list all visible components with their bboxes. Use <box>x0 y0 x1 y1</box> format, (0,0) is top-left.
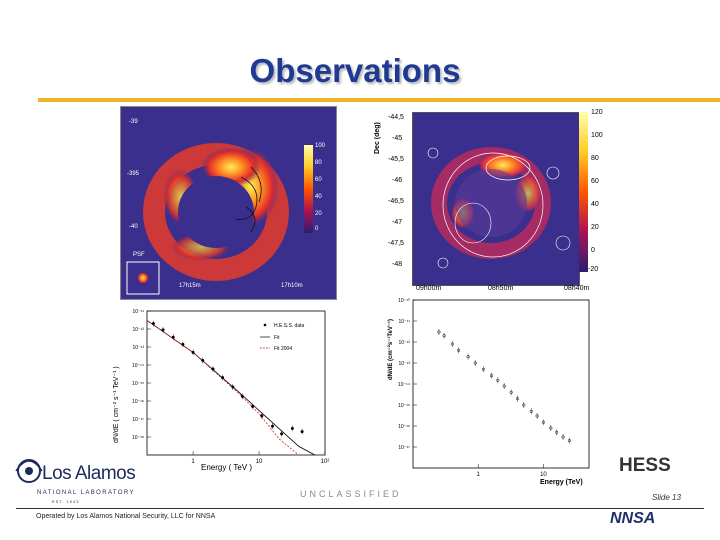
colorbar-label: 20 <box>591 224 599 231</box>
los-alamos-logo-icon <box>15 459 43 483</box>
x-tick-labels: 1 10 10² <box>191 451 329 465</box>
ytick: -45 <box>392 135 403 142</box>
slide-number: Slide 13 <box>652 493 681 502</box>
y-tick-labels: 10⁻¹⁰ 10⁻¹¹ 10⁻¹² 10⁻¹³ 10⁻¹⁴ 10⁻¹⁵ 10⁻¹⁶ 10⁻¹⁷ <box>398 298 417 451</box>
rxj1713-skymap: -39 -395 -40 17h15m 17h10m PSF 100 80 60… <box>120 106 337 300</box>
y-axis-label: dN/dE ( cm⁻² s⁻¹ TeV⁻¹ ) <box>113 366 120 443</box>
psf-label: PSF <box>133 252 145 258</box>
x-axis-label: Energy ( TeV ) <box>201 463 252 472</box>
colorbar-label: 120 <box>591 109 603 116</box>
legend-marker <box>263 323 267 327</box>
legend-label: Fit <box>274 335 280 341</box>
ytick: -44,5 <box>388 114 404 121</box>
psf-box <box>126 261 160 295</box>
fit-line <box>146 320 315 456</box>
y-tick-label: 10⁻¹⁴ <box>132 363 144 369</box>
y-tick-label: 10⁻¹⁸ <box>132 435 144 441</box>
colorbar-label: 0 <box>315 226 319 232</box>
xtick: 17h10m <box>281 283 303 289</box>
legend-label: Fit 2004 <box>274 346 292 352</box>
psf-spot <box>137 272 149 284</box>
xtick: 09h00m <box>416 285 442 292</box>
y-tick-label: 10⁻¹² <box>398 340 410 346</box>
hess-label: HESS <box>619 455 671 476</box>
xtick: 08h40m <box>564 285 590 292</box>
slide-number-value: 13 <box>672 493 681 502</box>
colorbar-label: 100 <box>591 132 603 139</box>
colorbar-label: 80 <box>591 155 599 162</box>
ytick: -46,5 <box>388 198 404 205</box>
colorbar <box>304 145 313 233</box>
y-tick-label: 10⁻¹⁴ <box>398 382 410 388</box>
spectrum-plot-left: 10⁻¹¹ 10⁻¹² 10⁻¹³ 10⁻¹⁴ 10⁻¹⁵ 10⁻¹⁶ 10⁻¹⁷ 10⁻¹⁸… <box>113 305 330 475</box>
colorbar-label: 60 <box>591 178 599 185</box>
ytick: -47 <box>392 219 403 226</box>
nnsa-logo: NNSA <box>610 510 656 527</box>
logo-subtitle: NATIONAL LABORATORY <box>37 490 135 496</box>
spectrum-right-svg: 10⁻¹⁰ 10⁻¹¹ 10⁻¹² 10⁻¹³ 10⁻¹⁴ 10⁻¹⁵ 10⁻¹⁶ 10⁻¹⁷… <box>398 298 590 478</box>
x-tick-label: 10² <box>321 459 330 465</box>
ytick: -40 <box>129 224 138 230</box>
x-tick-label: 1 <box>477 472 481 478</box>
plot-frame <box>412 299 590 469</box>
x-tick-labels: 1 10 <box>477 464 547 478</box>
y-tick-label: 10⁻¹⁵ <box>132 381 144 387</box>
velajr-skymap: Dec (deg) -44,5 - <box>374 106 610 292</box>
x-axis-label: Energy (TeV) <box>540 479 583 486</box>
y-tick-label: 10⁻¹¹ <box>398 319 410 325</box>
ytick: -48 <box>392 261 403 268</box>
y-axis-label: dN/dE (cm⁻²s⁻¹TeV⁻¹) <box>388 318 394 380</box>
y-tick-label: 10⁻¹⁶ <box>398 424 410 430</box>
colorbar-label: 100 <box>315 143 326 149</box>
title-underline <box>38 98 720 102</box>
x-tick-label: 1 <box>191 459 195 465</box>
legend-label: H.E.S.S. data <box>274 323 305 329</box>
data-points <box>437 328 571 444</box>
ytick: -47,5 <box>388 240 404 247</box>
shell-emission <box>143 143 289 281</box>
ytick: -45,5 <box>388 156 404 163</box>
slide-number-label: Slide <box>652 493 670 502</box>
y-tick-labels: 10⁻¹¹ 10⁻¹² 10⁻¹³ 10⁻¹⁴ 10⁻¹⁵ 10⁻¹⁶ 10⁻¹⁷ 10⁻¹⁸ <box>132 309 151 441</box>
page-title: Observations <box>249 52 461 89</box>
y-tick-label: 10⁻¹⁵ <box>398 403 410 409</box>
y-tick-label: 10⁻¹³ <box>398 361 410 367</box>
operated-by-text: Operated by Los Alamos National Security… <box>36 513 216 520</box>
data-points <box>151 320 304 437</box>
y-tick-label: 10⁻¹³ <box>132 345 144 351</box>
colorbar-label: 60 <box>315 177 322 183</box>
legend: H.E.S.S. data Fit Fit 2004 <box>260 323 305 352</box>
spectrum-plot-right: 10⁻¹⁰ 10⁻¹¹ 10⁻¹² 10⁻¹³ 10⁻¹⁴ 10⁻¹⁵ 10⁻¹⁶ 10⁻¹⁷… <box>385 296 595 486</box>
x-tick-label: 10 <box>540 472 547 478</box>
colorbar-label: 20 <box>315 211 322 217</box>
velajr-heat-svg <box>427 147 571 269</box>
colorbar-label: 40 <box>591 201 599 208</box>
footer-rule <box>16 508 704 509</box>
ytick: -46 <box>392 177 403 184</box>
colorbar-label: 40 <box>315 194 322 200</box>
rxj1713-heat-svg <box>126 143 313 295</box>
classification-label: UNCLASSIFIED <box>300 489 402 499</box>
y-tick-label: 10⁻¹¹ <box>132 309 144 315</box>
colorbar-label: -20 <box>588 266 599 273</box>
xtick: 17h15m <box>179 283 201 289</box>
colorbar-label: 0 <box>591 247 595 254</box>
plot-frame <box>146 310 326 456</box>
logo-name: Los Alamos <box>42 463 136 484</box>
spectrum-left-svg: 10⁻¹¹ 10⁻¹² 10⁻¹³ 10⁻¹⁴ 10⁻¹⁵ 10⁻¹⁶ 10⁻¹⁷ 10⁻¹⁸… <box>132 309 329 465</box>
logo-est: EST. 1943 <box>52 499 80 504</box>
y-tick-label: 10⁻¹⁷ <box>132 417 144 423</box>
xtick: 08h50m <box>488 285 514 292</box>
fit2004-line <box>146 320 300 456</box>
y-tick-label: 10⁻¹⁷ <box>398 445 410 451</box>
colorbar <box>579 112 588 272</box>
dec-axis-label: Dec (deg) <box>374 122 381 154</box>
y-tick-label: 10⁻¹⁶ <box>132 399 144 405</box>
ytick: -39 <box>129 119 138 125</box>
y-tick-label: 10⁻¹⁰ <box>398 298 410 304</box>
colorbar-label: 80 <box>315 160 322 166</box>
ytick: -395 <box>127 171 140 177</box>
x-tick-label: 10 <box>256 459 263 465</box>
y-tick-label: 10⁻¹² <box>132 327 144 333</box>
